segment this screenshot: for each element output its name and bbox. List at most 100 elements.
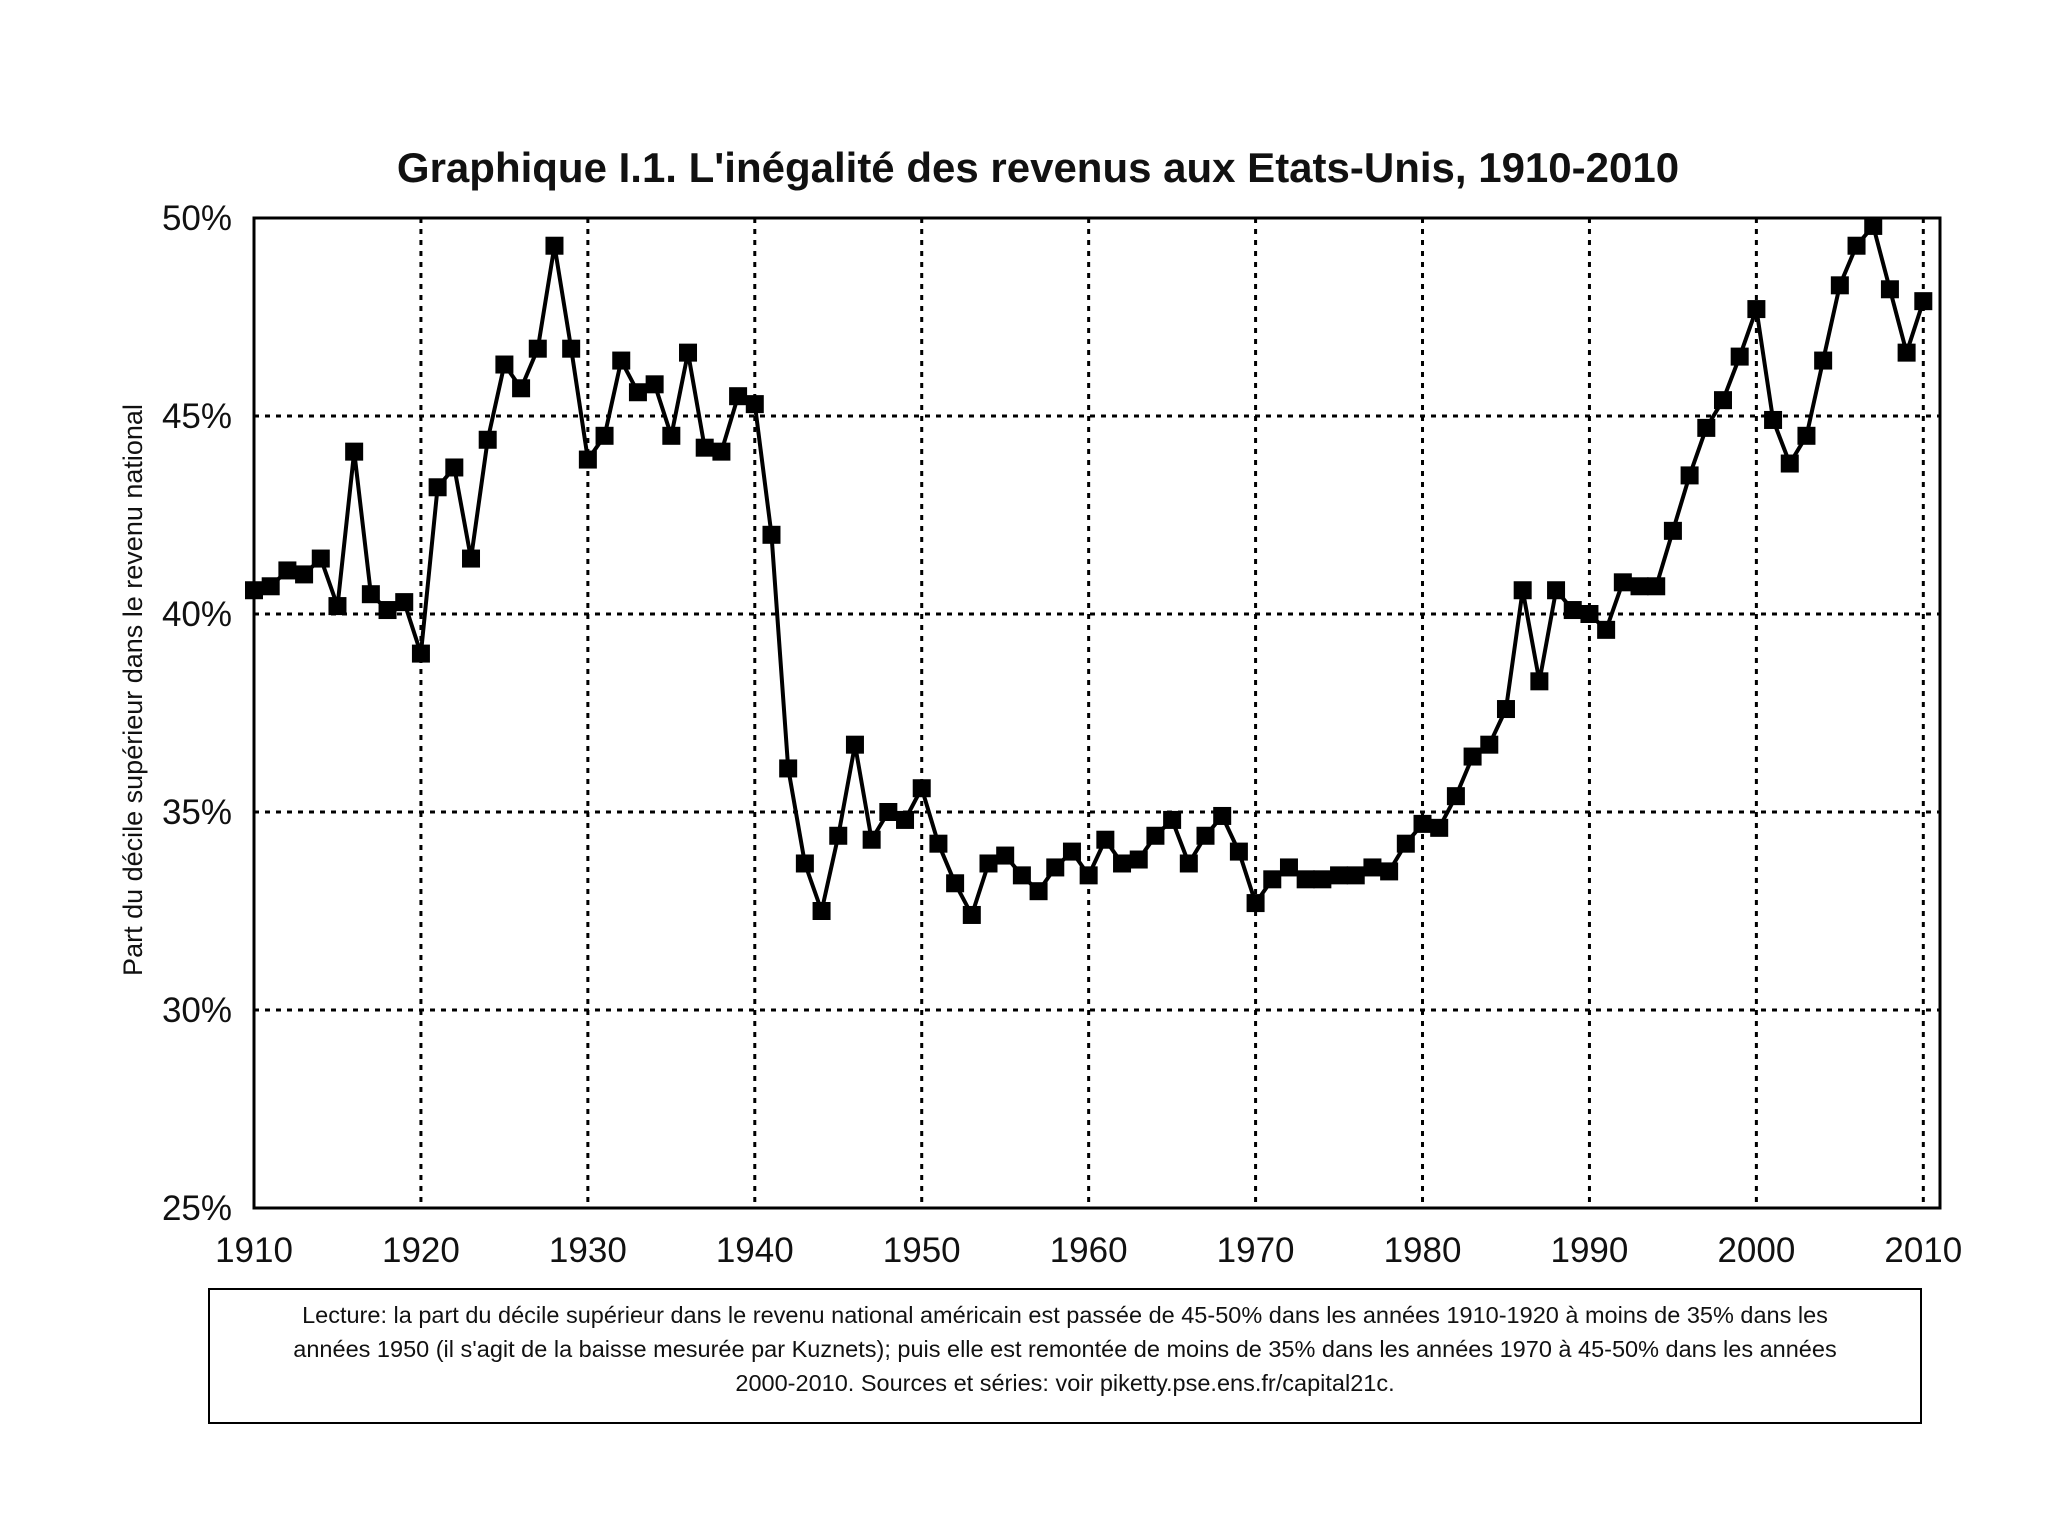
data-point: [495, 355, 514, 374]
data-point: [411, 644, 430, 663]
data-point: [1880, 280, 1899, 299]
data-point: [862, 830, 881, 849]
data-point: [1196, 826, 1215, 845]
data-point: [1480, 735, 1499, 754]
data-point: [962, 905, 981, 924]
x-tick-label: 2010: [1884, 1231, 1962, 1270]
data-point: [929, 834, 948, 853]
data-point: [278, 561, 297, 580]
data-point: [829, 826, 848, 845]
data-point: [1029, 882, 1048, 901]
data-point: [1296, 870, 1315, 889]
y-tick-label: 40%: [162, 595, 232, 634]
data-point: [1563, 601, 1582, 620]
data-point: [612, 351, 631, 370]
data-point: [762, 525, 781, 544]
data-point: [1330, 866, 1349, 885]
data-point: [628, 383, 647, 402]
data-point: [1814, 351, 1833, 370]
reading-note: Lecture: la part du décile supérieur dan…: [208, 1288, 1922, 1424]
data-point: [695, 438, 714, 457]
data-point: [645, 375, 664, 394]
data-point: [845, 735, 864, 754]
data-point: [462, 549, 481, 568]
data-point: [295, 565, 314, 584]
data-point: [662, 426, 681, 445]
data-point: [1446, 787, 1465, 806]
data-point: [729, 387, 748, 406]
data-point: [1864, 216, 1883, 235]
data-point: [1363, 858, 1382, 877]
data-point: [1229, 842, 1248, 861]
data-point: [428, 478, 447, 497]
y-axis-label: Part du décile supérieur dans le revenu …: [118, 404, 148, 976]
data-point: [1062, 842, 1081, 861]
data-point: [812, 902, 831, 920]
x-tick-label: 1960: [1050, 1231, 1128, 1270]
data-point: [1079, 866, 1098, 885]
x-tick-label: 1980: [1384, 1231, 1462, 1270]
data-point: [1246, 894, 1265, 913]
data-point: [378, 601, 397, 620]
data-point: [1096, 830, 1115, 849]
data-point: [245, 581, 263, 600]
y-tick-label: 45%: [162, 397, 232, 436]
data-point: [1179, 854, 1198, 873]
data-point: [1129, 850, 1148, 869]
data-point: [1513, 581, 1532, 600]
data-point: [1413, 814, 1432, 833]
data-point: [545, 236, 564, 255]
data-point: [779, 759, 798, 778]
data-point: [1613, 573, 1632, 592]
tick-labels: 1910 1920 1930 1940 1950 1960 1970 1980 1990 2000…: [162, 199, 1962, 1270]
data-point: [528, 339, 547, 358]
data-point: [1663, 521, 1682, 540]
data-point: [1263, 870, 1282, 889]
data-point: [445, 458, 464, 477]
y-tick-label: 25%: [162, 1189, 232, 1228]
data-point: [345, 442, 364, 461]
data-point: [1914, 292, 1933, 311]
data-point: [1897, 343, 1916, 362]
x-tick-label: 1990: [1551, 1231, 1629, 1270]
y-tick-label: 50%: [162, 199, 232, 238]
data-point: [1530, 672, 1549, 691]
reading-note-line-2: années 1950 (il s'agit de la baisse mesu…: [293, 1336, 1837, 1362]
data-point: [1797, 426, 1816, 445]
plot-frame: [252, 216, 1942, 1210]
data-point: [1380, 862, 1399, 881]
data-point: [1830, 276, 1849, 295]
data-point: [562, 339, 581, 358]
data-point: [311, 549, 330, 568]
data-point: [512, 379, 531, 398]
data-point: [1430, 818, 1449, 837]
x-tick-label: 1910: [215, 1231, 293, 1270]
data-point: [912, 779, 931, 798]
data-point: [478, 430, 497, 449]
data-point: [795, 854, 814, 873]
data-point: [361, 585, 380, 604]
data-point: [1697, 418, 1716, 437]
data-point: [996, 846, 1015, 865]
data-point: [979, 854, 998, 873]
data-point: [1630, 577, 1649, 596]
data-point: [1764, 410, 1783, 429]
y-tick-label: 35%: [162, 793, 232, 832]
x-tick-label: 1940: [716, 1231, 794, 1270]
data-point: [1279, 858, 1298, 877]
data-point: [1597, 620, 1616, 639]
data-point: [1713, 391, 1732, 410]
data-point: [679, 343, 698, 362]
data-point: [896, 810, 915, 829]
data-point: [946, 874, 965, 893]
x-tick-label: 1950: [883, 1231, 961, 1270]
data-point: [1780, 454, 1799, 473]
data-point: [1847, 236, 1866, 255]
data-point: [1046, 858, 1065, 877]
data-point: [1747, 300, 1766, 319]
data-point: [1313, 870, 1332, 889]
gridlines: [254, 218, 1940, 1208]
reading-note-line-3: 2000-2010. Sources et séries: voir piket…: [735, 1370, 1395, 1396]
data-point: [1346, 866, 1365, 885]
